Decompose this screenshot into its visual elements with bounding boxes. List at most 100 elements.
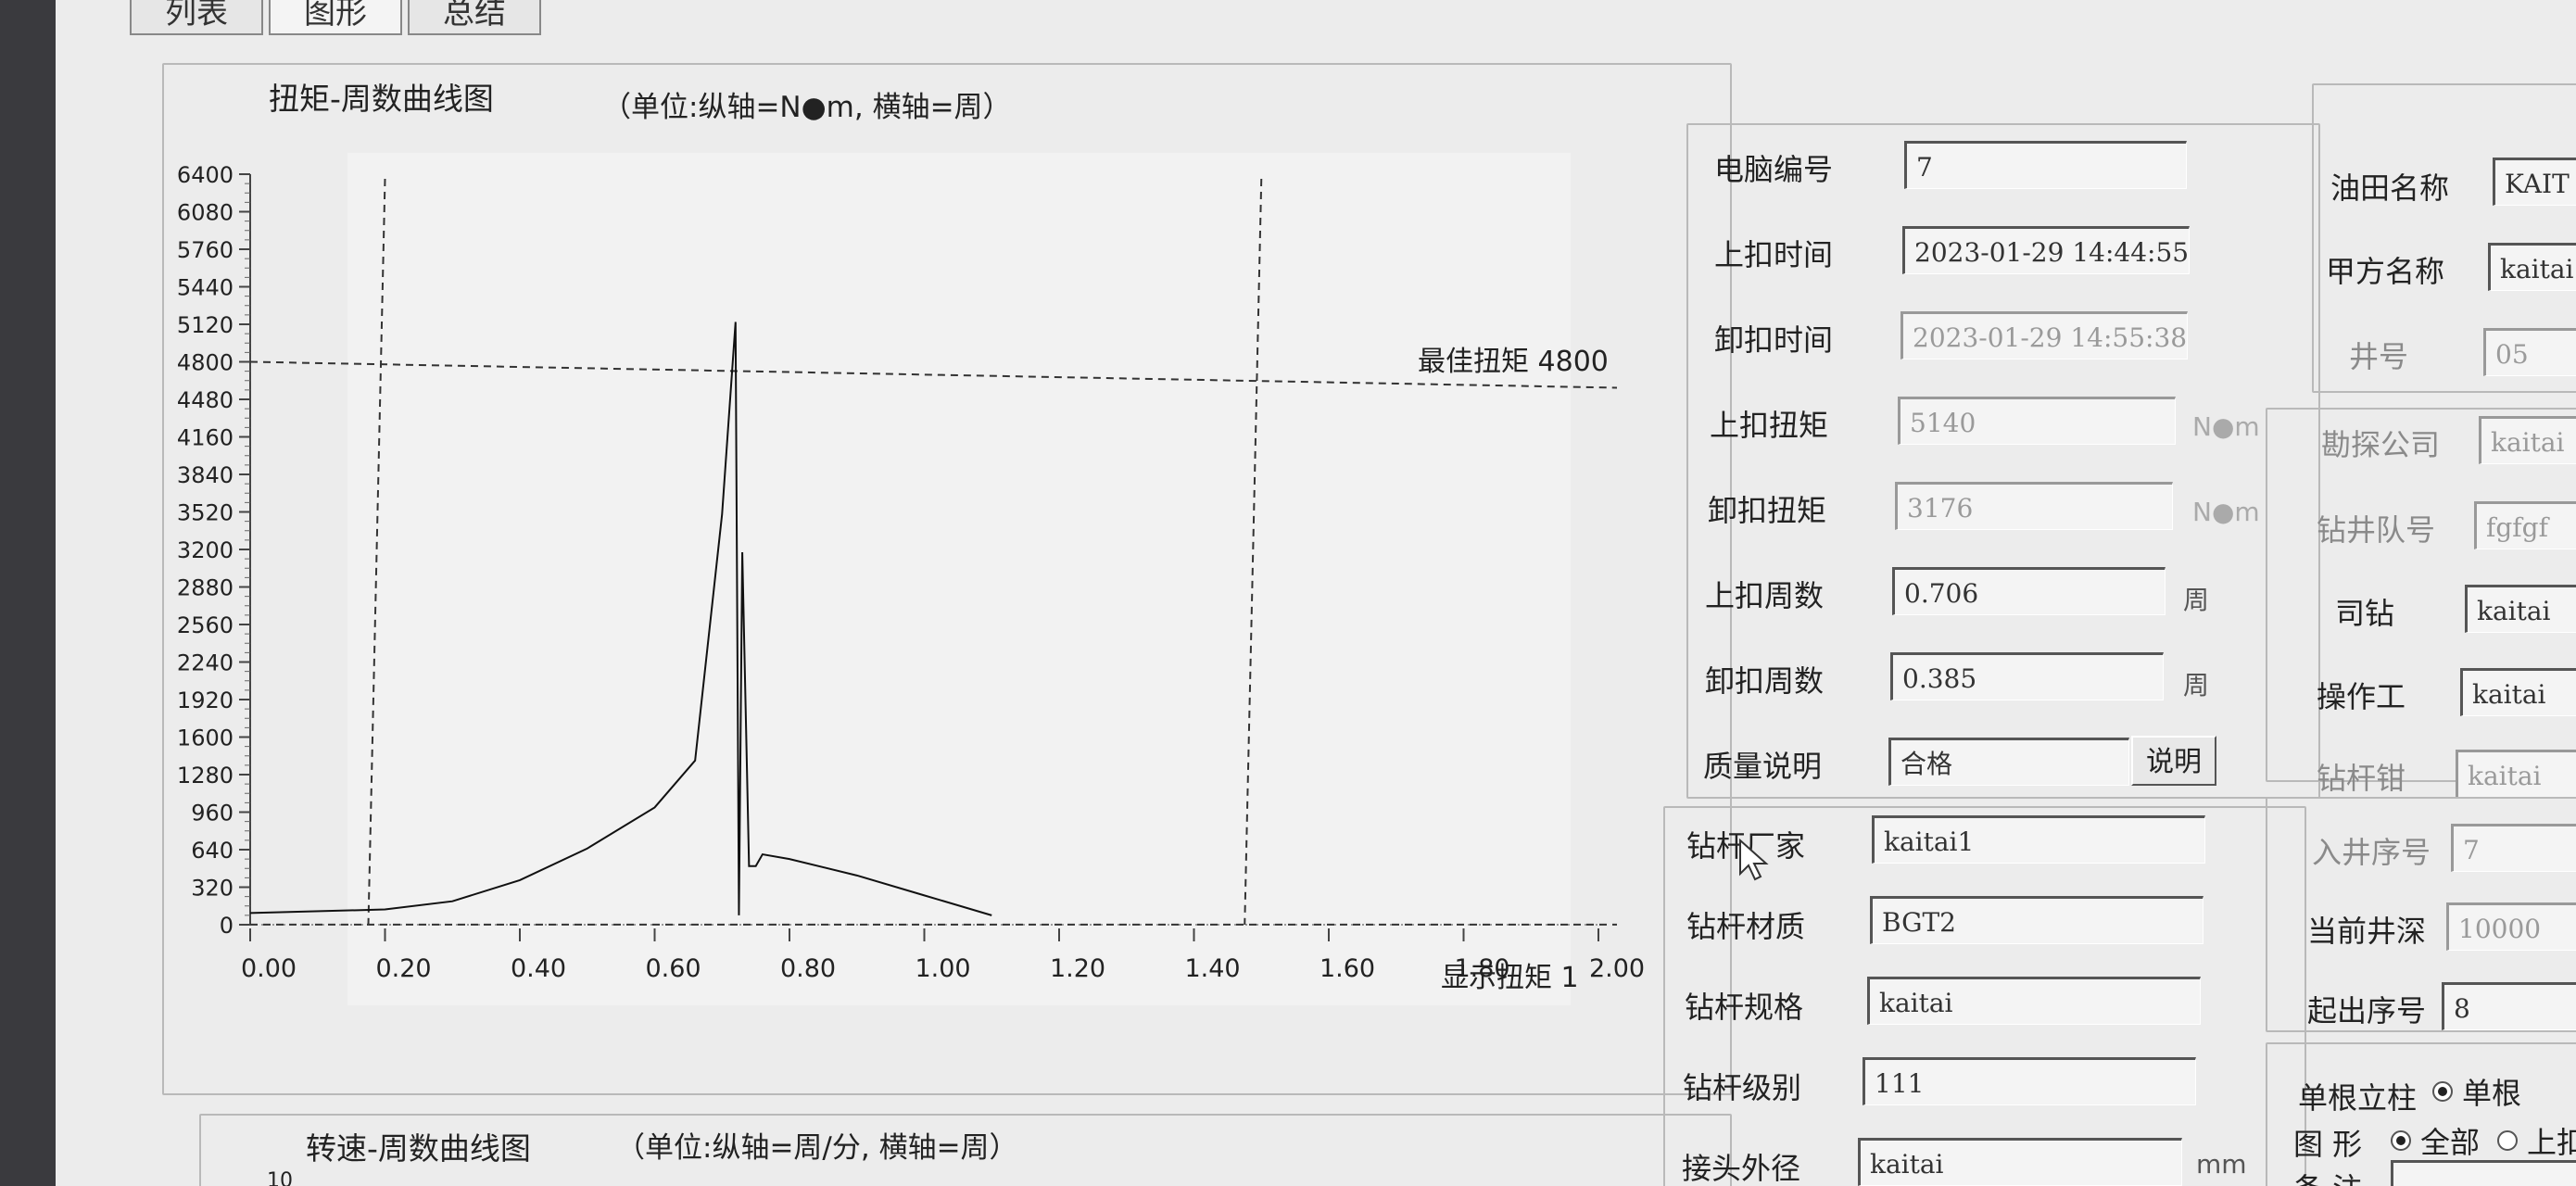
breakout-turns-label: 卸扣周数 [1705, 663, 1825, 699]
driller-label: 司钻 [2335, 596, 2395, 631]
y-tick-label: 0 [220, 913, 234, 939]
party-a-field[interactable]: kaitai [2488, 243, 2576, 291]
y-tick-label: 2880 [177, 575, 234, 601]
makeup-time-field[interactable]: 2023-01-29 14:44:55 [1902, 226, 2190, 274]
torque-chart-unit-note: （单位:纵轴=N●m, 横轴=周） [602, 91, 1012, 124]
makeup-time-label: 上扣时间 [1714, 237, 1834, 272]
y-tick-label: 3840 [177, 462, 234, 488]
breakout-turns-field[interactable]: 0.385 [1890, 652, 2164, 700]
app-window: 列表 图形 总结 扭矩-周数曲线图 （单位:纵轴=N●m, 横轴=周） 0 320… [56, 0, 2576, 1186]
seq-out-label: 起出序号 [2307, 993, 2427, 1028]
plot-area [347, 153, 1571, 1005]
y-tick-label: 3520 [177, 500, 234, 526]
x-tick-label: 0.60 [645, 954, 701, 983]
crew-field[interactable]: fgfgf [2474, 501, 2576, 549]
quality-note-button[interactable]: 说明 [2131, 736, 2216, 786]
operator-field[interactable]: kaitai [2460, 668, 2576, 716]
breakout-time-label: 卸扣时间 [1714, 322, 1834, 358]
speed-chart-panel [199, 1114, 1732, 1186]
speed-chart-unit-note: （单位:纵轴=周/分, 横轴=周） [616, 1131, 1018, 1165]
y-tick-label: 1280 [177, 763, 234, 789]
od-field[interactable]: kaitai [1858, 1138, 2182, 1186]
x-tick-label: 1.60 [1320, 954, 1375, 983]
x-tick-label: 1.80 [1454, 954, 1509, 983]
radio-selected-icon [2391, 1130, 2411, 1151]
material-label: 钻杆材质 [1686, 909, 1806, 944]
single-joint-radio[interactable]: 单根 [2432, 1070, 2521, 1113]
makeup-turns-unit: 周 [2183, 585, 2210, 615]
well-no-label: 井号 [2349, 339, 2409, 374]
x-tick-label: 1.40 [1184, 954, 1240, 983]
seq-out-field[interactable]: 8 [2442, 982, 2576, 1030]
tab-bar: 列表 图形 总结 [130, 0, 547, 35]
reference-line-h [249, 360, 1618, 389]
breakout-torque-label: 卸扣扭矩 [1708, 493, 1827, 528]
x-tick-label: 0.00 [241, 954, 297, 983]
y-tick-label: 2240 [177, 650, 234, 676]
stand-label: 单根立柱 [2298, 1080, 2418, 1116]
tong-label: 钻杆钳 [2317, 761, 2406, 796]
y-tick-label: 3200 [177, 537, 234, 563]
od-label: 接头外径 [1682, 1151, 1801, 1186]
tong-field[interactable]: kaitai [2456, 750, 2576, 798]
y-tick-label: 320 [191, 876, 234, 902]
x-tick-label: 0.80 [780, 954, 836, 983]
x-tick-label: 1.20 [1050, 954, 1105, 983]
breakout-time-field[interactable]: 2023-01-29 14:55:38 [1900, 311, 2188, 360]
grade-field[interactable]: 111 [1863, 1057, 2196, 1105]
mouse-cursor-icon [1739, 839, 1769, 881]
makeup-turns-label: 上扣周数 [1705, 578, 1825, 613]
crew-panel [2266, 408, 2576, 782]
y-tick-label: 1920 [177, 688, 234, 713]
y-tick-label: 640 [191, 838, 234, 864]
maker-field[interactable]: kaitai1 [1872, 815, 2205, 864]
breakout-turns-unit: 周 [2183, 670, 2210, 700]
od-unit: mm [2196, 1149, 2247, 1180]
tab-graph[interactable]: 图形 [269, 0, 402, 35]
y-tick-label: 6080 [177, 200, 234, 226]
y-tick-label: 5120 [177, 312, 234, 338]
operator-label: 操作工 [2317, 679, 2406, 714]
driller-field[interactable]: kaitai [2465, 585, 2576, 633]
y-tick-label: 2560 [177, 612, 234, 638]
speed-chart-title: 转速-周数曲线图 [306, 1130, 531, 1167]
remark-field[interactable] [2391, 1160, 2576, 1186]
crew-label: 钻井队号 [2317, 512, 2436, 548]
graph-all-radio[interactable]: 全部 [2391, 1119, 2480, 1162]
options-panel [2266, 1042, 2576, 1186]
tab-list[interactable]: 列表 [130, 0, 263, 35]
y-tick-label: 4160 [177, 425, 234, 451]
radio-empty-icon [2497, 1130, 2518, 1151]
y-tick-label: 960 [191, 801, 234, 826]
depth-label: 当前井深 [2307, 914, 2427, 949]
exploration-field[interactable]: kaitai [2479, 416, 2576, 464]
oilfield-label: 油田名称 [2330, 170, 2450, 206]
tab-summary[interactable]: 总结 [408, 0, 541, 35]
party-a-label: 甲方名称 [2326, 254, 2445, 289]
quality-label: 质量说明 [1703, 749, 1823, 784]
spec-field[interactable]: kaitai [1867, 977, 2201, 1025]
seq-in-label: 入井序号 [2312, 835, 2431, 870]
sequence-panel [2266, 797, 2576, 1032]
depth-field[interactable]: 10000 [2446, 902, 2576, 951]
x-tick-label: 0.20 [375, 954, 431, 983]
y-tick-label: 5440 [177, 275, 234, 301]
graph-makeup-radio[interactable]: 上扣 [2497, 1119, 2576, 1162]
breakout-torque-unit: N●m [2192, 497, 2260, 527]
x-tick-label: 2.00 [1589, 954, 1645, 983]
seq-in-field[interactable]: 7 [2451, 824, 2576, 872]
quality-field[interactable]: 合格 [1888, 738, 2129, 786]
makeup-turns-field[interactable]: 0.706 [1892, 567, 2166, 615]
best-torque-label: 最佳扭矩 4800 [1418, 346, 1609, 378]
computer-no-field[interactable]: 7 [1904, 141, 2187, 189]
oilfield-field[interactable]: KAIT [2493, 158, 2576, 206]
makeup-torque-field[interactable]: 5140 [1898, 397, 2176, 445]
material-field[interactable]: BGT2 [1870, 896, 2203, 944]
well-no-field[interactable]: 05 [2483, 328, 2576, 376]
speed-chart-y-top-label: 10 [267, 1169, 293, 1186]
breakout-torque-field[interactable]: 3176 [1895, 482, 2173, 530]
graph-all-radio-label: 全部 [2420, 1125, 2481, 1160]
y-tick-label: 4800 [177, 350, 234, 376]
y-tick-label: 6400 [177, 162, 234, 188]
single-joint-radio-label: 单根 [2462, 1076, 2522, 1111]
